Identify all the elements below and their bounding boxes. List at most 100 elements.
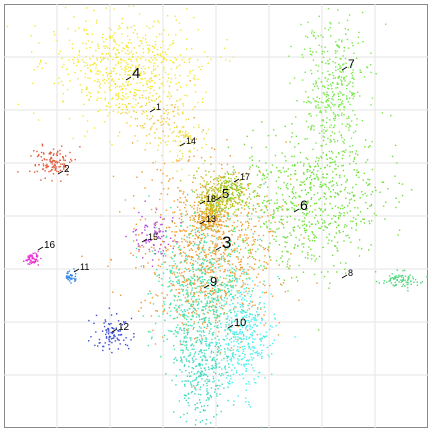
data-point	[113, 68, 114, 69]
data-point	[247, 305, 248, 306]
data-point	[215, 322, 216, 323]
data-point	[341, 134, 342, 135]
data-point	[189, 156, 190, 157]
data-point	[182, 103, 183, 104]
data-point	[184, 271, 185, 272]
data-point	[358, 43, 359, 44]
data-point	[38, 164, 39, 165]
data-point	[84, 135, 85, 136]
data-point	[172, 61, 173, 62]
data-point	[188, 398, 189, 399]
data-point	[190, 280, 191, 281]
data-point	[58, 78, 59, 79]
data-point	[340, 67, 341, 68]
data-point	[196, 244, 197, 245]
data-point	[191, 385, 192, 386]
data-point	[403, 284, 404, 285]
data-point	[263, 223, 264, 224]
data-point	[191, 371, 192, 372]
data-point	[168, 123, 169, 124]
data-point	[166, 269, 167, 270]
data-point	[155, 294, 156, 295]
data-point	[193, 260, 194, 261]
data-point	[358, 171, 359, 172]
data-point	[188, 278, 189, 279]
data-point	[290, 216, 291, 217]
data-point	[266, 177, 267, 178]
data-point	[370, 72, 371, 73]
data-point	[204, 327, 205, 328]
data-point	[183, 289, 184, 290]
data-point	[143, 246, 144, 247]
data-point	[210, 228, 211, 229]
data-point	[280, 284, 281, 285]
data-point	[335, 115, 336, 116]
data-point	[114, 68, 115, 69]
data-point	[309, 187, 310, 188]
data-point	[175, 263, 176, 264]
data-point	[181, 219, 182, 220]
data-point	[360, 221, 361, 222]
data-point	[181, 241, 182, 242]
data-point	[248, 291, 249, 292]
data-point	[175, 16, 176, 17]
data-point	[214, 149, 215, 150]
data-point	[338, 152, 339, 153]
data-point	[335, 70, 336, 71]
data-point	[184, 380, 185, 381]
data-point	[103, 41, 104, 42]
data-point	[170, 245, 171, 246]
data-point	[203, 330, 204, 331]
data-point	[151, 247, 152, 248]
data-point	[321, 101, 322, 102]
data-point	[214, 245, 215, 246]
data-point	[217, 260, 218, 261]
data-point	[139, 45, 140, 46]
data-point	[204, 284, 205, 285]
data-point	[218, 188, 219, 189]
data-point	[201, 252, 202, 253]
data-point	[191, 386, 192, 387]
data-point	[119, 52, 120, 53]
data-point	[111, 144, 112, 145]
data-point	[352, 93, 353, 94]
data-point	[263, 212, 264, 213]
data-point	[230, 312, 231, 313]
data-point	[125, 93, 126, 94]
data-point	[224, 339, 225, 340]
data-point	[185, 204, 186, 205]
data-point	[229, 320, 230, 321]
data-point	[205, 294, 206, 295]
data-point	[175, 226, 176, 227]
data-point	[182, 311, 183, 312]
data-point	[55, 170, 56, 171]
data-point	[360, 211, 361, 212]
data-point	[122, 112, 123, 113]
data-point	[185, 301, 186, 302]
data-point	[187, 294, 188, 295]
data-point	[268, 231, 269, 232]
data-point	[199, 291, 200, 292]
data-point	[228, 400, 229, 401]
data-point	[187, 75, 188, 76]
data-point	[197, 276, 198, 277]
data-point	[243, 282, 244, 283]
data-point	[259, 239, 260, 240]
data-point	[190, 293, 191, 294]
data-point	[312, 211, 313, 212]
data-point	[357, 172, 358, 173]
data-point	[135, 99, 136, 100]
data-point	[145, 149, 146, 150]
data-point	[209, 293, 210, 294]
data-point	[60, 164, 61, 165]
data-point	[153, 63, 154, 64]
data-point	[224, 211, 225, 212]
data-point	[244, 188, 245, 189]
data-point	[196, 292, 197, 293]
data-point	[210, 157, 211, 158]
data-point	[90, 65, 91, 66]
data-point	[173, 116, 174, 117]
data-point	[335, 41, 336, 42]
data-point	[150, 77, 151, 78]
data-point	[145, 35, 146, 36]
